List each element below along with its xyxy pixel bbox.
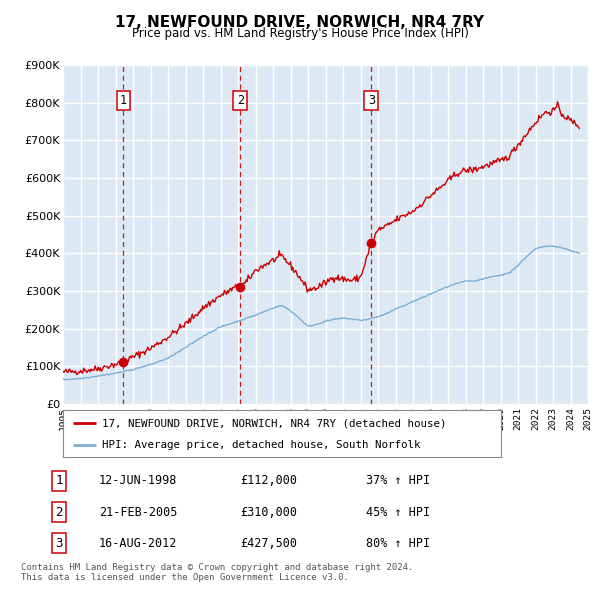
Text: 1: 1 [120, 94, 127, 107]
Text: Contains HM Land Registry data © Crown copyright and database right 2024.: Contains HM Land Registry data © Crown c… [21, 563, 413, 572]
Text: 37% ↑ HPI: 37% ↑ HPI [366, 474, 430, 487]
Text: This data is licensed under the Open Government Licence v3.0.: This data is licensed under the Open Gov… [21, 573, 349, 582]
Text: 17, NEWFOUND DRIVE, NORWICH, NR4 7RY: 17, NEWFOUND DRIVE, NORWICH, NR4 7RY [115, 15, 485, 30]
Text: £427,500: £427,500 [240, 537, 297, 550]
Text: HPI: Average price, detached house, South Norfolk: HPI: Average price, detached house, Sout… [103, 441, 421, 450]
Text: Price paid vs. HM Land Registry's House Price Index (HPI): Price paid vs. HM Land Registry's House … [131, 27, 469, 40]
Text: 1: 1 [55, 474, 62, 487]
Text: 12-JUN-1998: 12-JUN-1998 [99, 474, 178, 487]
Text: 16-AUG-2012: 16-AUG-2012 [99, 537, 178, 550]
Text: 3: 3 [368, 94, 375, 107]
Text: £310,000: £310,000 [240, 506, 297, 519]
Text: 3: 3 [55, 537, 62, 550]
Text: 21-FEB-2005: 21-FEB-2005 [99, 506, 178, 519]
Text: 2: 2 [55, 506, 62, 519]
Text: 17, NEWFOUND DRIVE, NORWICH, NR4 7RY (detached house): 17, NEWFOUND DRIVE, NORWICH, NR4 7RY (de… [103, 418, 447, 428]
Text: £112,000: £112,000 [240, 474, 297, 487]
Text: 45% ↑ HPI: 45% ↑ HPI [366, 506, 430, 519]
Text: 80% ↑ HPI: 80% ↑ HPI [366, 537, 430, 550]
Text: 2: 2 [237, 94, 244, 107]
